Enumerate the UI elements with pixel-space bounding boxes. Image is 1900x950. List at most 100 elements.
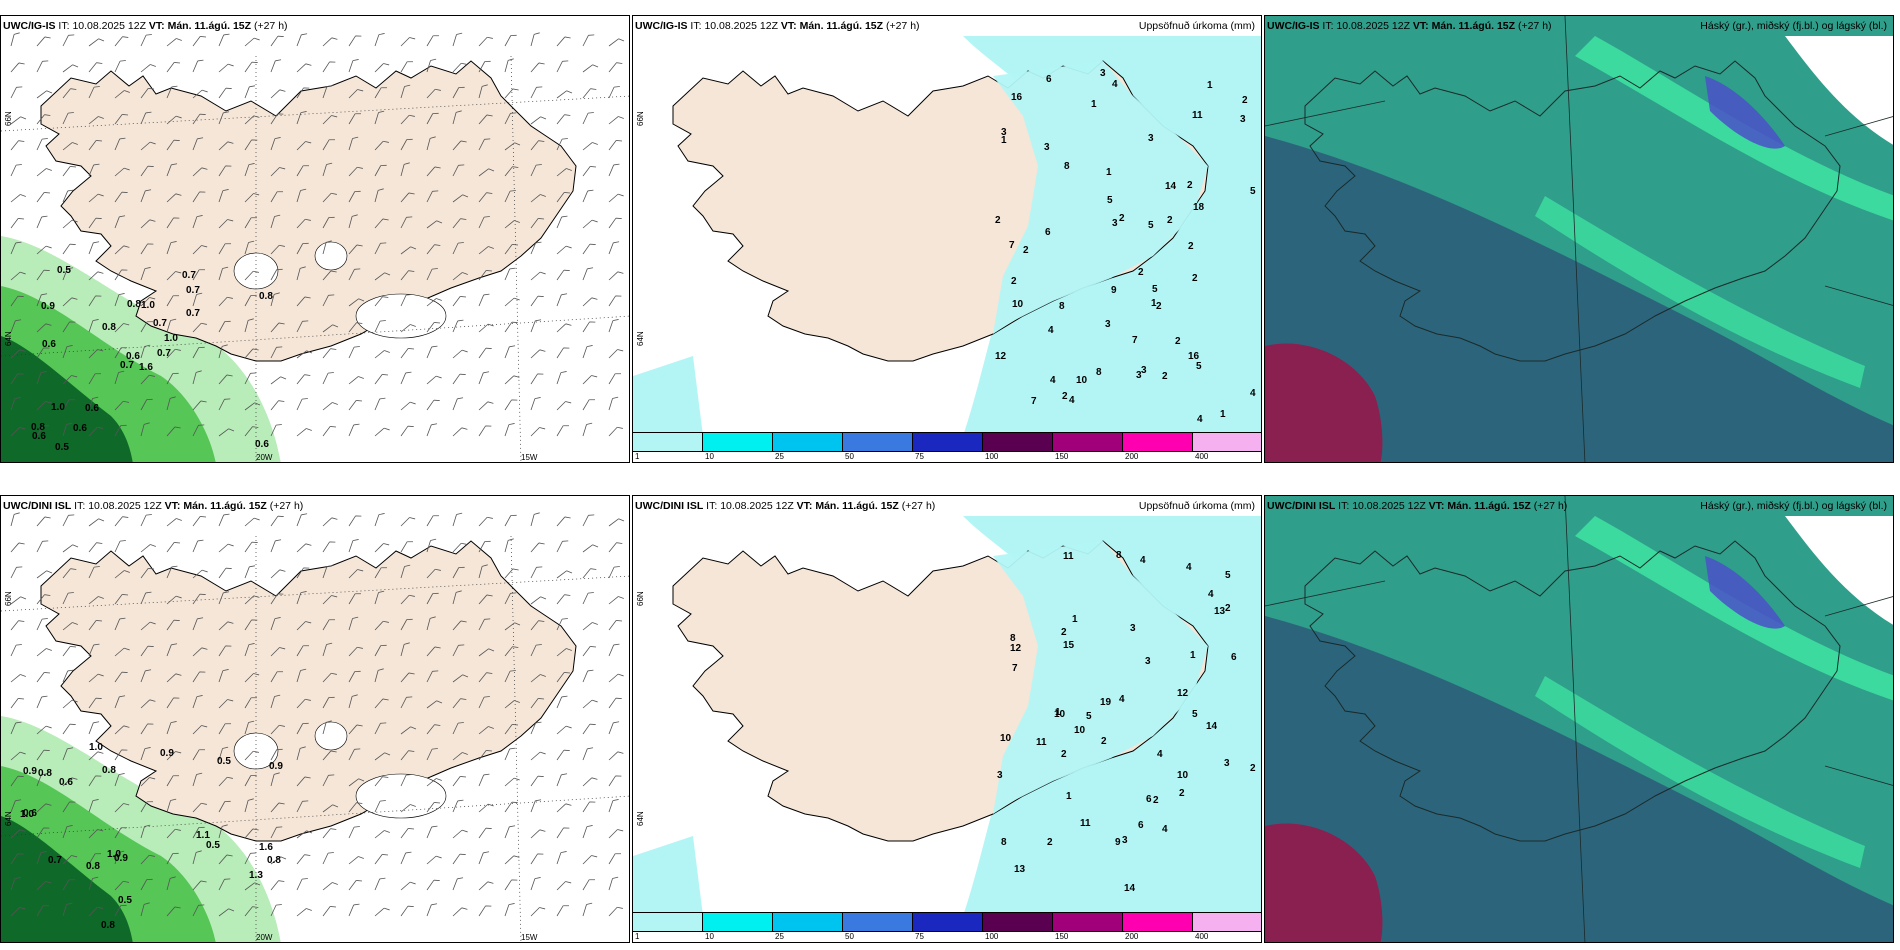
wind-barb — [530, 566, 543, 579]
wind-barb — [36, 192, 51, 203]
wind-barb — [426, 58, 437, 73]
wind-barb — [296, 543, 312, 553]
wind-barb — [452, 218, 467, 229]
iceland-outline — [1304, 540, 1841, 842]
wind-barb — [322, 426, 337, 437]
wind-barb — [140, 374, 155, 385]
vt-label: VT: — [796, 500, 813, 512]
wind-barb — [608, 566, 620, 579]
wind-barb — [166, 318, 177, 333]
it-value: 10.08.2025 12Z — [720, 500, 794, 512]
wind-barb — [608, 217, 622, 229]
grid-value-label: 0.9 — [269, 761, 283, 772]
wind-barb — [504, 375, 520, 385]
wind-barb — [88, 906, 103, 917]
wind-barb — [452, 698, 467, 709]
wind-barb — [10, 698, 25, 709]
colorbar-tick-label: 1 — [635, 932, 640, 941]
grid-value-label: 5 — [1250, 186, 1256, 197]
wind-barb — [348, 646, 363, 657]
wind-barb — [582, 219, 598, 229]
wind-barb — [530, 271, 546, 281]
colorbar-segment — [913, 913, 983, 931]
wind-barb — [88, 349, 104, 359]
wind-barb — [426, 88, 441, 99]
wind-barb — [62, 801, 76, 813]
wind-barb — [270, 539, 282, 553]
wind-barb — [140, 344, 151, 359]
latitude-label: 64N — [4, 811, 13, 826]
wind-barb — [452, 62, 467, 73]
grid-value-label: 0.5 — [118, 895, 132, 906]
wind-barb — [426, 616, 436, 631]
wind-barb — [88, 217, 102, 229]
wind-barb — [400, 138, 413, 151]
wind-barb — [114, 269, 128, 281]
wind-barb — [348, 539, 359, 553]
wind-barb — [10, 853, 24, 865]
wind-barb — [10, 241, 22, 255]
grid-value-label: 2 — [1187, 180, 1193, 191]
wind-barb — [400, 371, 412, 385]
wind-barb — [348, 748, 361, 761]
wind-barb — [452, 86, 465, 99]
wind-barb — [608, 853, 622, 865]
grid-value-label: 8 — [1010, 633, 1016, 644]
wind-barb — [530, 877, 541, 891]
shading-dark — [1, 336, 133, 462]
wind-barb — [218, 854, 233, 865]
model-name: UWC/DINI ISL — [1267, 500, 1336, 512]
grid-value-label: 1 — [1220, 409, 1226, 420]
wind-barb — [62, 568, 77, 579]
wind-barb — [400, 401, 416, 411]
colorbar-tick-label: 100 — [985, 452, 999, 461]
wind-barb — [244, 193, 260, 203]
wind-barb — [426, 220, 443, 229]
wind-barb — [478, 347, 492, 359]
wind-barb — [166, 163, 178, 177]
wind-barb — [348, 802, 363, 813]
wind-barb — [114, 695, 126, 709]
panel-field-title: Háský (gr.), miðský (fj.bl.) og lágský (… — [1700, 500, 1887, 512]
grid-value-label: 4 — [1048, 325, 1054, 336]
wind-barb — [140, 591, 152, 605]
wind-barb — [296, 513, 308, 527]
wind-barb — [556, 60, 569, 73]
wind-barb — [218, 344, 228, 359]
wind-barb — [582, 544, 599, 553]
wind-barb — [426, 592, 439, 605]
wind-barb — [62, 825, 73, 839]
wind-barb — [556, 725, 572, 735]
wind-barb — [348, 515, 362, 527]
grid-value-label: 0.6 — [73, 423, 87, 434]
wind-barb — [348, 376, 364, 385]
wind-barb — [556, 648, 572, 657]
grid-value-label: 3 — [1112, 218, 1118, 229]
wind-barb — [218, 219, 234, 229]
wind-barb — [166, 751, 182, 761]
wind-barb — [114, 904, 127, 917]
wind-barb — [296, 908, 312, 917]
grid-value-label: 0.5 — [206, 840, 220, 851]
wind-barb — [296, 428, 312, 437]
grid-value-label: 1 — [1072, 614, 1078, 625]
grid-value-label: 0.9 — [23, 766, 37, 777]
wind-barb — [608, 673, 624, 683]
wind-barb — [608, 295, 622, 307]
low-cloud-area — [1265, 616, 1893, 942]
wind-barb — [192, 292, 203, 307]
wind-barb — [374, 140, 389, 151]
wind-barb — [62, 514, 75, 527]
wind-barb — [608, 396, 619, 411]
clear-sky-area — [1785, 516, 1893, 625]
wind-barb — [192, 516, 207, 527]
wind-barb — [270, 292, 280, 307]
wind-barb — [452, 194, 469, 203]
wind-barb — [504, 747, 516, 761]
panel-header: UWC/IG-IS IT: 10.08.2025 12Z VT: Mán. 11… — [3, 20, 288, 32]
grid-value-label: 2 — [995, 215, 1001, 226]
grid-value-label: 0.7 — [120, 360, 134, 371]
wind-barb — [62, 879, 76, 891]
wind-barb — [530, 799, 542, 813]
latitude-label: 66N — [4, 591, 13, 606]
